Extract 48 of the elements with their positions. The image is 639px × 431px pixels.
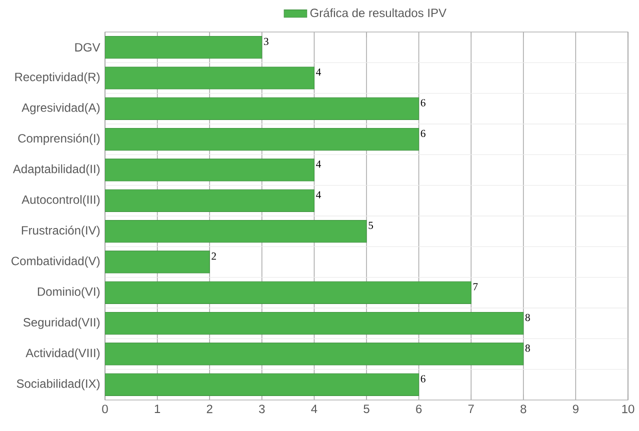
bar: [105, 342, 524, 366]
bar: [105, 158, 314, 182]
x-tick-label: 6: [416, 404, 422, 414]
bar: [105, 250, 210, 274]
legend-label: Gráfica de resultados IPV: [310, 8, 446, 18]
y-tick-label: Frustración(IV): [22, 226, 100, 237]
y-tick-label: Actividad(VIII): [26, 348, 100, 360]
y-tick-label: Comprensión(I): [18, 134, 100, 145]
data-label: 8: [525, 314, 530, 322]
y-tick-label: Autocontrol(III): [22, 195, 100, 206]
x-tick-label: 7: [468, 404, 474, 413]
bar: [105, 189, 314, 212]
x-tick-label: 4: [311, 404, 318, 413]
bar: [105, 97, 420, 120]
data-label: 7: [473, 283, 478, 290]
bar: [105, 128, 420, 151]
x-tick-label: 5: [364, 404, 370, 414]
data-label: 4: [316, 160, 321, 168]
x-tick-label: 2: [206, 404, 212, 414]
data-label: 3: [264, 38, 268, 46]
y-tick-label: DGV: [75, 43, 100, 52]
y-tick-label: Combatividad(V): [12, 256, 100, 268]
y-tick-label: Sociabilidad(IX): [16, 379, 100, 390]
x-tick-label: 0: [102, 404, 108, 414]
data-label: 2: [212, 252, 216, 260]
data-label: 8: [525, 344, 530, 352]
bar: [105, 66, 314, 90]
data-label: 6: [420, 99, 426, 106]
y-tick-label: Receptividad(R): [15, 72, 100, 84]
bar: [105, 36, 262, 59]
x-tick-label: 10: [622, 404, 634, 414]
data-label: 6: [420, 130, 426, 138]
x-tick-label: 8: [520, 404, 526, 414]
data-label: 5: [368, 222, 374, 229]
y-tick-label: Adaptabilidad(II): [12, 164, 100, 176]
bar: [105, 220, 367, 243]
bar: [105, 373, 420, 396]
bar: [105, 312, 524, 335]
y-tick-label: Agresividad(A): [22, 103, 100, 114]
data-label: 4: [316, 68, 321, 76]
x-tick-label: 9: [572, 404, 578, 414]
bar: [105, 281, 472, 304]
y-tick-label: Seguridad(VII): [23, 318, 100, 329]
y-tick-label: Dominio(VI): [38, 287, 100, 298]
x-tick-label: 3: [259, 404, 265, 414]
data-label: 4: [316, 191, 321, 198]
x-tick-label: 1: [154, 404, 160, 413]
data-label: 6: [420, 375, 426, 382]
